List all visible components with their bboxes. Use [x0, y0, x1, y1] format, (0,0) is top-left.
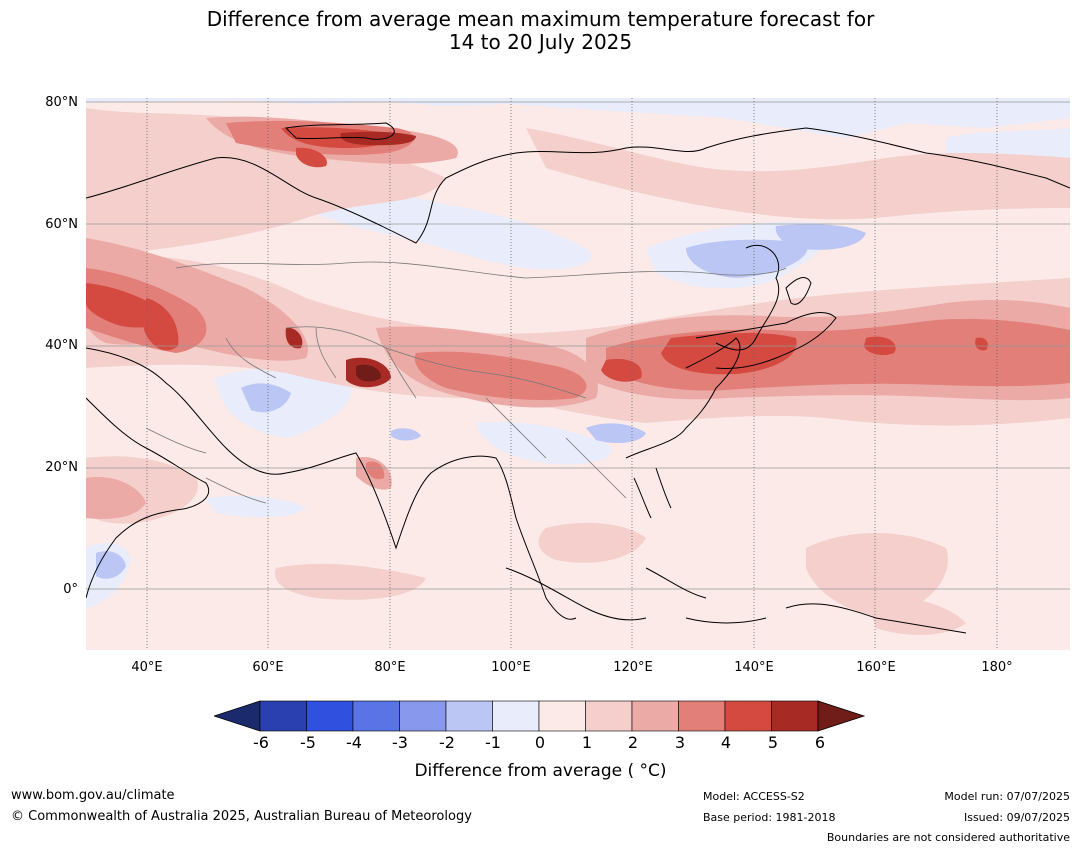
- colorbar-swatch: [492, 700, 540, 732]
- graticule: [86, 101, 1070, 590]
- issued-text: Issued: 09/07/2025: [963, 811, 1070, 824]
- colorbar-title: Difference from average ( °C): [414, 761, 667, 781]
- colorbar-swatch: [724, 700, 772, 732]
- lon-label-40e: 40°E: [131, 660, 163, 675]
- country-borders: [145, 261, 787, 504]
- lat-label-80n: 80°N: [45, 95, 78, 110]
- warm-anomalies-extreme: [285, 131, 416, 388]
- lon-label-180: 180°: [981, 660, 1013, 675]
- colorbar-label: -3: [392, 733, 408, 752]
- colorbar-label: 6: [814, 733, 826, 752]
- coastlines: [86, 122, 1070, 634]
- colorbar-left-extend: [214, 700, 261, 732]
- colorbar-swatch: [678, 700, 726, 732]
- anomaly-map: [86, 98, 1070, 650]
- colorbar-label: -5: [300, 733, 316, 752]
- lon-label-100e: 100°E: [491, 660, 531, 675]
- colorbar-label: 2: [627, 733, 639, 752]
- lat-label-40n: 40°N: [45, 338, 78, 353]
- colorbar-swatch: [585, 700, 633, 732]
- colorbar-right-extend: [817, 700, 866, 732]
- colorbar-swatch: [631, 700, 679, 732]
- model-run-text: Model run: 07/07/2025: [944, 790, 1070, 803]
- colorbar-label: 0: [534, 733, 546, 752]
- lat-label-20n: 20°N: [45, 460, 78, 475]
- lat-label-0: 0°: [63, 582, 78, 597]
- colorbar-swatch: [538, 700, 586, 732]
- map-svg: [86, 98, 1070, 650]
- colorbar-swatch: [306, 700, 354, 732]
- colorbar-swatch: [259, 700, 307, 732]
- colorbar-swatch: [445, 700, 493, 732]
- colorbar-label: -6: [253, 733, 269, 752]
- colorbar-label: 3: [674, 733, 686, 752]
- meridians: [146, 98, 998, 650]
- colorbar-label: -2: [439, 733, 455, 752]
- colorbar-label: -1: [485, 733, 501, 752]
- model-text: Model: ACCESS-S2: [703, 790, 805, 803]
- colorbar-swatch: [771, 700, 819, 732]
- title-line-2: 14 to 20 July 2025: [448, 30, 633, 54]
- colorbar-swatch: [399, 700, 447, 732]
- lon-label-80e: 80°E: [374, 660, 406, 675]
- map-title: Difference from average mean maximum tem…: [0, 8, 1081, 54]
- colorbar-label: -4: [346, 733, 362, 752]
- colorbar-label: 5: [767, 733, 779, 752]
- lon-label-160e: 160°E: [856, 660, 896, 675]
- copyright-text: © Commonwealth of Australia 2025, Austra…: [11, 809, 472, 824]
- colorbar: [214, 700, 866, 732]
- base-period-text: Base period: 1981-2018: [703, 811, 836, 824]
- lon-label-120e: 120°E: [613, 660, 653, 675]
- title-line-1: Difference from average mean maximum tem…: [206, 7, 875, 31]
- warm-anomalies-low: [86, 108, 1070, 635]
- website-link[interactable]: www.bom.gov.au/climate: [11, 788, 175, 803]
- colorbar-label: 4: [720, 733, 732, 752]
- lat-label-60n: 60°N: [45, 217, 78, 232]
- colorbar-swatch: [352, 700, 400, 732]
- cool-anomalies: [86, 98, 1070, 608]
- colorbar-label: 1: [581, 733, 593, 752]
- boundaries-disclaimer: Boundaries are not considered authoritat…: [826, 831, 1070, 844]
- lon-label-140e: 140°E: [734, 660, 774, 675]
- lon-label-60e: 60°E: [252, 660, 284, 675]
